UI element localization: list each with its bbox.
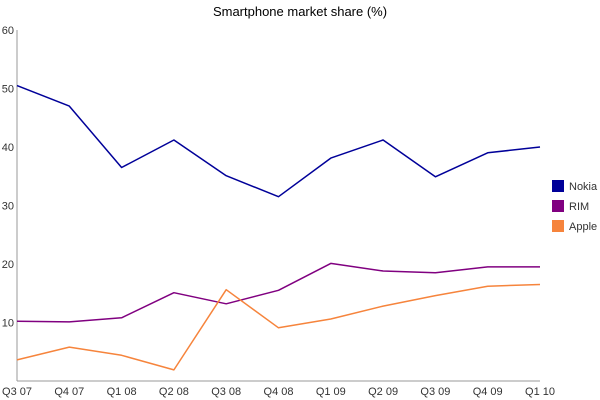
series-group — [16, 84, 541, 371]
x-tick-label: Q1 10 — [525, 386, 555, 398]
y-tick-label: 30 — [2, 201, 14, 213]
legend-label-apple: Apple — [569, 221, 597, 233]
legend-label-rim: RIM — [569, 201, 589, 213]
x-tick-label: Q1 08 — [107, 386, 137, 398]
series-line-nokia — [16, 84, 541, 198]
legend-swatch-rim — [552, 200, 564, 212]
chart-title: Smartphone market share (%) — [213, 4, 387, 19]
legend-label-nokia: Nokia — [569, 181, 598, 193]
legend: Nokia RIM Apple — [552, 180, 598, 233]
x-tick-label: Q4 07 — [54, 386, 84, 398]
series-line-apple — [16, 283, 541, 371]
axes: 10 20 30 40 50 60 Q3 07 Q4 07 Q1 08 Q2 08 Q3 08 Q4 … — [2, 25, 555, 398]
x-tick-label: Q2 09 — [368, 386, 398, 398]
x-tick-label: Q4 09 — [473, 386, 503, 398]
y-tick-label: 10 — [2, 318, 14, 330]
y-tick-label: 20 — [2, 259, 14, 271]
x-tick-label: Q1 09 — [316, 386, 346, 398]
x-tick-label: Q3 09 — [420, 386, 450, 398]
y-tick-label: 60 — [2, 25, 14, 37]
x-tick-label: Q3 07 — [2, 386, 32, 398]
series-line-rim — [16, 262, 540, 323]
x-tick-label: Q4 08 — [264, 386, 294, 398]
y-tick-label: 50 — [2, 84, 14, 96]
y-tick-label: 40 — [2, 142, 14, 154]
legend-swatch-apple — [552, 220, 564, 232]
legend-swatch-nokia — [552, 180, 564, 192]
x-tick-label: Q2 08 — [159, 386, 189, 398]
x-tick-label: Q3 08 — [211, 386, 241, 398]
